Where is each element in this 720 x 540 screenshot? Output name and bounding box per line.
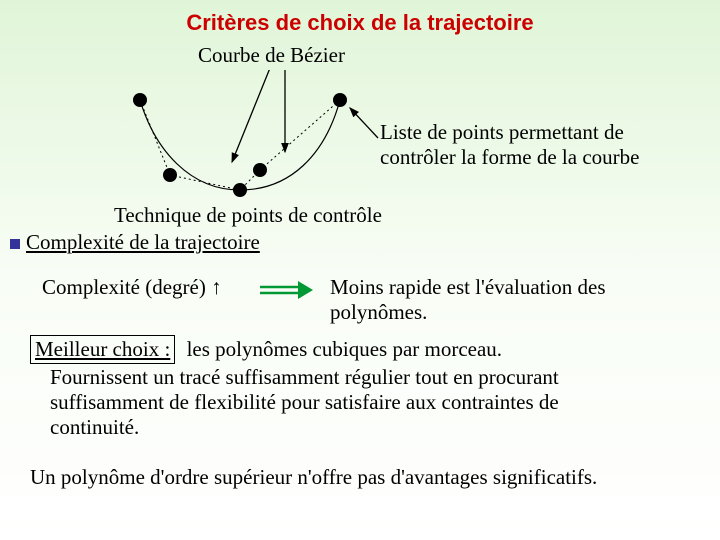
control-point: [133, 93, 147, 107]
meilleur-choix-label: Meilleur choix :: [30, 335, 175, 364]
complexite-degre: Complexité (degré) ↑: [42, 275, 222, 300]
footer-text: Un polynôme d'ordre supérieur n'offre pa…: [30, 465, 597, 490]
meilleur-choix-row: Meilleur choix : les polynômes cubiques …: [30, 335, 502, 364]
liste-label-line2: contrôler la forme de la courbe: [380, 145, 639, 170]
liste-label-line1: Liste de points permettant de: [380, 120, 624, 145]
up-arrow-icon: ↑: [211, 276, 222, 299]
arrow-to-point: [350, 108, 378, 138]
complexite-heading: Complexité de la trajectoire: [10, 230, 260, 255]
bezier-label: Courbe de Bézier: [198, 43, 345, 68]
arrow-to-curve: [232, 70, 270, 162]
bullet-icon: [10, 239, 20, 249]
moins-rapide-l1: Moins rapide est l'évaluation des: [330, 275, 606, 300]
bezier-diagram: [60, 70, 400, 220]
control-point: [253, 163, 267, 177]
meilleur-choix-text: les polynômes cubiques par morceau.: [187, 337, 503, 361]
control-point: [233, 183, 247, 197]
detail-line3: continuité.: [50, 415, 139, 440]
control-point: [333, 93, 347, 107]
control-point: [163, 168, 177, 182]
detail-line1: Fournissent un tracé suffisamment réguli…: [50, 365, 559, 390]
moins-rapide-l2: polynômes.: [330, 300, 427, 325]
technique-label: Technique de points de contrôle: [114, 203, 382, 228]
detail-line2: suffisamment de flexibilité pour satisfa…: [50, 390, 559, 415]
page-title: Critères de choix de la trajectoire: [0, 0, 720, 36]
green-arrow-icon: [258, 281, 313, 299]
